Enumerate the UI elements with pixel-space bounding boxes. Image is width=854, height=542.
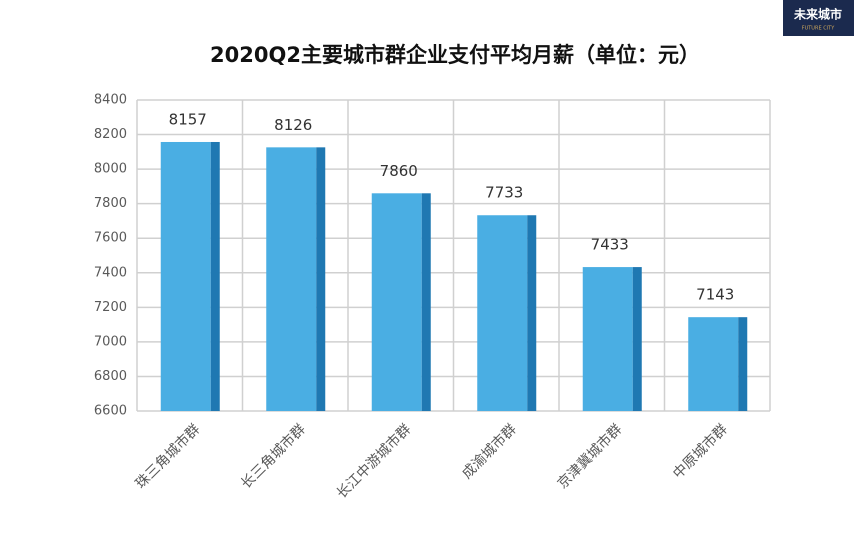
bar-side (421, 193, 431, 411)
bar-side (632, 267, 642, 411)
y-tick-label: 6600 (94, 404, 127, 419)
y-tick-label: 7800 (94, 196, 127, 211)
y-tick-label: 7000 (94, 334, 127, 349)
value-label: 8126 (274, 116, 312, 134)
bar (371, 193, 422, 411)
bar-side (210, 141, 220, 412)
y-tick-label: 7600 (94, 231, 127, 246)
bar (266, 147, 317, 411)
bar (688, 317, 739, 411)
bar-side (527, 215, 537, 411)
bar-side (738, 317, 748, 411)
y-tick-label: 8200 (94, 127, 127, 142)
y-tick-label: 8400 (94, 93, 127, 108)
y-tick-label: 7400 (94, 265, 127, 280)
value-label: 7860 (380, 162, 418, 180)
y-tick-label: 6800 (94, 369, 127, 384)
bar (582, 267, 633, 411)
y-tick-label: 8000 (94, 162, 127, 177)
value-label: 7433 (591, 236, 629, 254)
logo-box (783, 0, 854, 36)
y-tick-label: 7200 (94, 300, 127, 315)
value-label: 7733 (485, 184, 523, 202)
bar-side (316, 147, 326, 411)
chart-title: 2020Q2主要城市群企业支付平均月薪（单位：元） (210, 43, 700, 67)
logo-name: 未来城市 (793, 7, 842, 22)
bar (160, 141, 211, 412)
value-label: 8157 (169, 110, 207, 128)
value-label: 7143 (696, 286, 734, 304)
bar (477, 215, 528, 411)
logo-subtitle: FUTURE CITY (802, 26, 835, 32)
